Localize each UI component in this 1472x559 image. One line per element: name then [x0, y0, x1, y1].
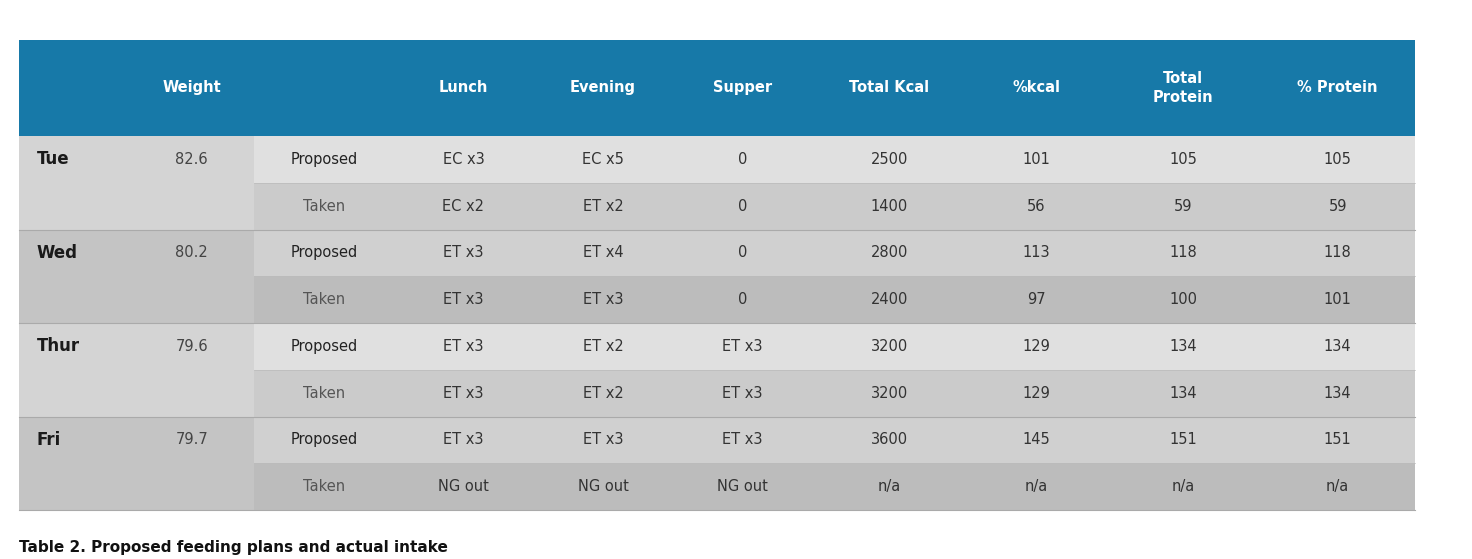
Text: Total Kcal: Total Kcal	[849, 80, 930, 96]
Text: ET x2: ET x2	[583, 339, 624, 354]
Text: Fri: Fri	[37, 431, 60, 449]
Text: n/a: n/a	[1326, 479, 1350, 494]
Bar	[255, 230, 1415, 276]
Bar	[19, 136, 255, 183]
Text: 2800: 2800	[871, 245, 908, 260]
Bar	[19, 369, 255, 416]
Bar	[255, 416, 1415, 463]
Text: 2400: 2400	[871, 292, 908, 307]
Text: ET x3: ET x3	[443, 245, 484, 260]
Text: Weight: Weight	[162, 80, 221, 96]
Text: 3600: 3600	[871, 432, 908, 447]
Bar	[255, 323, 1415, 369]
Text: Evening: Evening	[570, 80, 636, 96]
Text: 0: 0	[737, 152, 748, 167]
Text: 0: 0	[737, 245, 748, 260]
Text: Tue: Tue	[37, 150, 69, 168]
Text: 105: 105	[1169, 152, 1197, 167]
Text: Thur: Thur	[37, 338, 79, 356]
Text: 79.7: 79.7	[175, 432, 208, 447]
Text: ET x2: ET x2	[583, 198, 624, 214]
Text: Proposed: Proposed	[290, 152, 358, 167]
Text: ET x3: ET x3	[723, 339, 762, 354]
Text: ET x2: ET x2	[583, 386, 624, 401]
Text: NG out: NG out	[717, 479, 768, 494]
Text: ET x3: ET x3	[443, 339, 484, 354]
Text: Proposed: Proposed	[290, 245, 358, 260]
Text: 118: 118	[1323, 245, 1351, 260]
Text: 59: 59	[1175, 198, 1192, 214]
Bar	[255, 369, 1415, 416]
Text: n/a: n/a	[1025, 479, 1048, 494]
Text: n/a: n/a	[877, 479, 901, 494]
Text: Taken: Taken	[303, 198, 344, 214]
Bar	[19, 323, 255, 369]
Bar	[255, 136, 1415, 183]
Text: ET x3: ET x3	[443, 432, 484, 447]
Text: Lunch: Lunch	[439, 80, 489, 96]
Text: 118: 118	[1169, 245, 1197, 260]
Bar	[19, 230, 255, 276]
Text: 1400: 1400	[871, 198, 908, 214]
Text: 134: 134	[1323, 386, 1351, 401]
Bar	[255, 463, 1415, 510]
Text: 105: 105	[1323, 152, 1351, 167]
Text: 129: 129	[1023, 339, 1051, 354]
Text: 3200: 3200	[871, 339, 908, 354]
Text: 113: 113	[1023, 245, 1050, 260]
Text: Taken: Taken	[303, 292, 344, 307]
Text: ET x3: ET x3	[583, 292, 623, 307]
Text: Proposed: Proposed	[290, 339, 358, 354]
Text: 101: 101	[1023, 152, 1051, 167]
Text: 101: 101	[1323, 292, 1351, 307]
Text: 129: 129	[1023, 386, 1051, 401]
Bar	[19, 40, 1415, 136]
Text: Supper: Supper	[712, 80, 773, 96]
Text: ET x3: ET x3	[583, 432, 623, 447]
Text: %kcal: %kcal	[1013, 80, 1060, 96]
Text: 134: 134	[1170, 386, 1197, 401]
Text: 2500: 2500	[871, 152, 908, 167]
Text: 0: 0	[737, 292, 748, 307]
Text: 145: 145	[1023, 432, 1051, 447]
Bar	[19, 276, 255, 323]
Text: NG out: NG out	[577, 479, 629, 494]
Text: Taken: Taken	[303, 386, 344, 401]
Text: 97: 97	[1027, 292, 1045, 307]
Text: Wed: Wed	[37, 244, 78, 262]
Text: ET x3: ET x3	[723, 386, 762, 401]
Text: 82.6: 82.6	[175, 152, 208, 167]
Text: 134: 134	[1323, 339, 1351, 354]
Bar	[19, 463, 255, 510]
Text: EC x5: EC x5	[581, 152, 624, 167]
Text: 0: 0	[737, 198, 748, 214]
Text: Proposed: Proposed	[290, 432, 358, 447]
Text: Taken: Taken	[303, 479, 344, 494]
Text: 56: 56	[1027, 198, 1045, 214]
Text: ET x3: ET x3	[443, 386, 484, 401]
Bar	[19, 183, 255, 230]
Text: 134: 134	[1170, 339, 1197, 354]
Bar	[255, 276, 1415, 323]
Text: EC x3: EC x3	[443, 152, 484, 167]
Text: Total
Protein: Total Protein	[1153, 71, 1214, 105]
Text: 100: 100	[1169, 292, 1197, 307]
Bar	[19, 416, 255, 463]
Text: 79.6: 79.6	[175, 339, 208, 354]
Text: % Protein: % Protein	[1297, 80, 1378, 96]
Text: 80.2: 80.2	[175, 245, 208, 260]
Text: EC x2: EC x2	[443, 198, 484, 214]
Text: ET x3: ET x3	[443, 292, 484, 307]
Text: NG out: NG out	[439, 479, 489, 494]
Text: 59: 59	[1328, 198, 1347, 214]
Text: n/a: n/a	[1172, 479, 1195, 494]
Text: 3200: 3200	[871, 386, 908, 401]
Bar	[255, 183, 1415, 230]
Text: 151: 151	[1323, 432, 1351, 447]
Text: ET x3: ET x3	[723, 432, 762, 447]
Text: ET x4: ET x4	[583, 245, 623, 260]
Text: Table 2. Proposed feeding plans and actual intake: Table 2. Proposed feeding plans and actu…	[19, 540, 447, 555]
Text: 151: 151	[1169, 432, 1197, 447]
